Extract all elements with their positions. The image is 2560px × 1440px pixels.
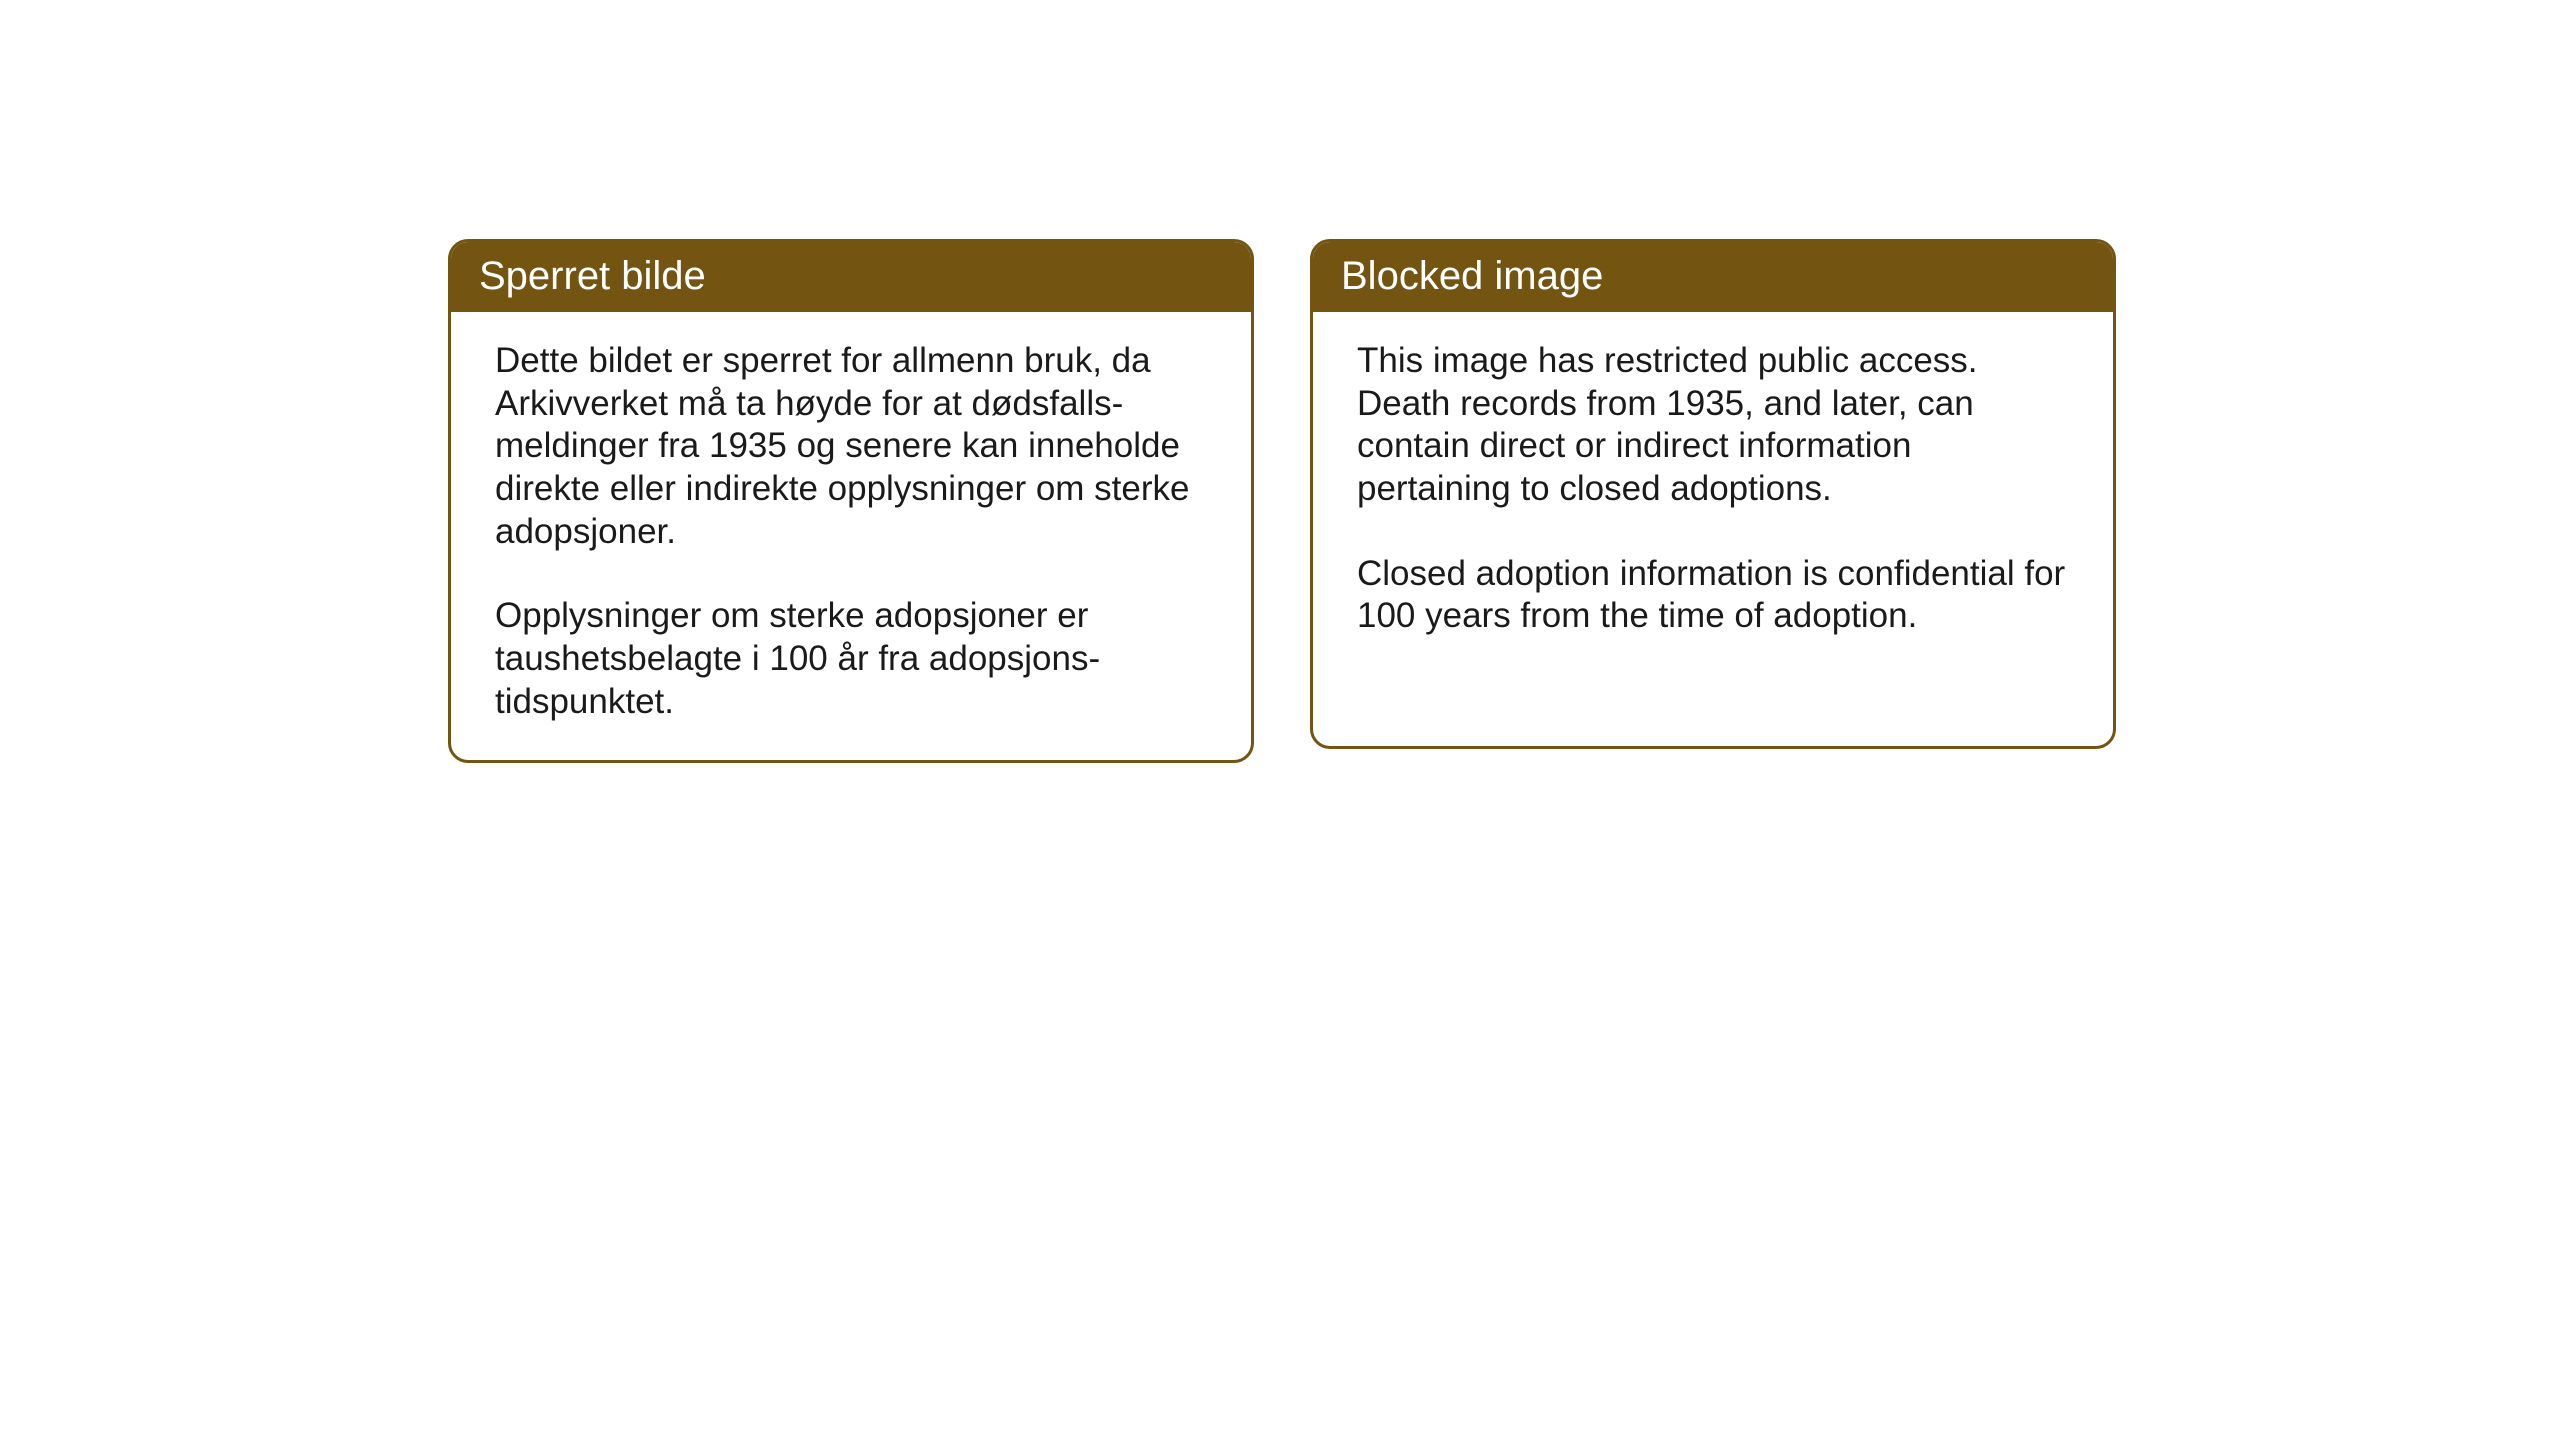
notice-para2-norwegian: Opplysninger om sterke adopsjoner er tau… — [495, 595, 1207, 723]
notice-body-english: This image has restricted public access.… — [1313, 312, 2113, 746]
notice-para2-english: Closed adoption information is confident… — [1357, 553, 2069, 638]
notice-para1-norwegian: Dette bildet er sperret for allmenn bruk… — [495, 340, 1207, 553]
notice-box-norwegian: Sperret bilde Dette bildet er sperret fo… — [448, 239, 1254, 763]
notice-header-norwegian: Sperret bilde — [451, 242, 1251, 312]
notice-box-english: Blocked image This image has restricted … — [1310, 239, 2116, 749]
notice-header-english: Blocked image — [1313, 242, 2113, 312]
notice-body-norwegian: Dette bildet er sperret for allmenn bruk… — [451, 312, 1251, 760]
notice-para1-english: This image has restricted public access.… — [1357, 340, 2069, 511]
notice-container: Sperret bilde Dette bildet er sperret fo… — [448, 239, 2116, 763]
